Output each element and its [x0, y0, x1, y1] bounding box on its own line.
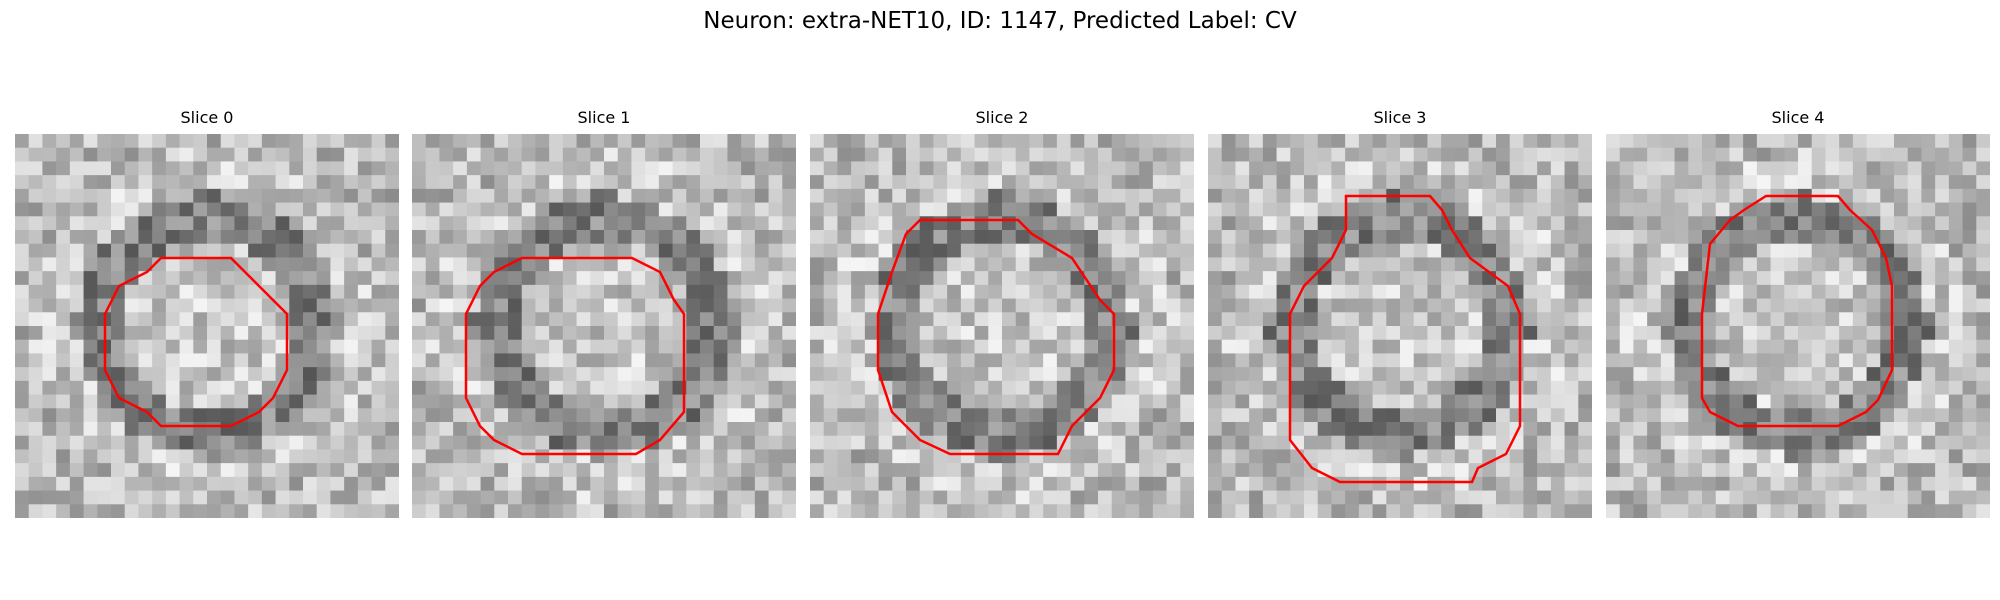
slice-title: Slice 4 [1771, 108, 1825, 127]
slice-image [810, 134, 1194, 518]
roi-contour [876, 218, 1116, 456]
slice-image [1606, 134, 1990, 518]
roi-contour [1700, 194, 1894, 428]
slice-image [15, 134, 399, 518]
roi-contour [1288, 194, 1522, 484]
slice-image [412, 134, 796, 518]
slice-title: Slice 2 [975, 108, 1029, 127]
figure-title: Neuron: extra-NET10, ID: 1147, Predicted… [703, 8, 1297, 34]
roi-contour [103, 256, 289, 428]
slice-title: Slice 0 [180, 108, 234, 127]
slice-title: Slice 3 [1373, 108, 1427, 127]
slice-title: Slice 1 [577, 108, 631, 127]
slice-image [1208, 134, 1592, 518]
roi-contour [464, 256, 686, 456]
